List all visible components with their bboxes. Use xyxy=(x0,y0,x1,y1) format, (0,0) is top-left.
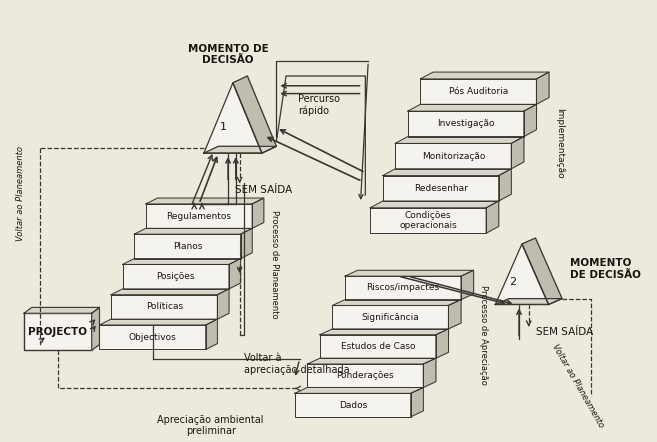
Polygon shape xyxy=(332,300,461,305)
Polygon shape xyxy=(332,305,449,329)
Text: MOMENTO
DE DECISÃO: MOMENTO DE DECISÃO xyxy=(570,259,641,280)
Text: 1: 1 xyxy=(219,122,227,132)
Polygon shape xyxy=(229,259,240,289)
Polygon shape xyxy=(396,137,524,143)
Polygon shape xyxy=(524,104,537,137)
Polygon shape xyxy=(345,276,461,300)
Text: Voltar à
apreciação detalhada: Voltar à apreciação detalhada xyxy=(244,353,350,375)
Polygon shape xyxy=(383,169,511,175)
Text: Significância: Significância xyxy=(361,312,419,322)
Polygon shape xyxy=(217,289,229,319)
Text: Condições
operacionais: Condições operacionais xyxy=(399,211,457,230)
Polygon shape xyxy=(99,325,206,349)
Polygon shape xyxy=(134,234,240,259)
Text: Políticas: Políticas xyxy=(146,302,183,312)
Text: Redesenhar: Redesenhar xyxy=(414,184,468,193)
Polygon shape xyxy=(423,358,436,388)
Polygon shape xyxy=(240,229,252,259)
Polygon shape xyxy=(511,137,524,169)
Text: Riscos/impactes: Riscos/impactes xyxy=(367,283,440,292)
Text: Monitorização: Monitorização xyxy=(422,152,485,160)
Polygon shape xyxy=(123,264,229,289)
Polygon shape xyxy=(495,299,562,305)
Polygon shape xyxy=(295,388,423,393)
Polygon shape xyxy=(307,364,423,388)
Polygon shape xyxy=(233,76,277,153)
Polygon shape xyxy=(370,208,486,233)
Text: Voltar ao Planeamento: Voltar ao Planeamento xyxy=(16,146,25,241)
Polygon shape xyxy=(252,198,264,229)
Bar xyxy=(24,313,92,351)
Text: SEM SAÍDA: SEM SAÍDA xyxy=(235,185,292,195)
Polygon shape xyxy=(320,335,436,358)
Polygon shape xyxy=(295,393,411,417)
Polygon shape xyxy=(24,307,99,313)
Polygon shape xyxy=(420,79,537,104)
Polygon shape xyxy=(92,307,99,351)
Text: SEM SAÍDA: SEM SAÍDA xyxy=(536,327,593,337)
Text: Apreciação ambiental
preliminar: Apreciação ambiental preliminar xyxy=(158,415,264,436)
Polygon shape xyxy=(408,111,524,137)
Polygon shape xyxy=(495,244,549,305)
Polygon shape xyxy=(522,238,562,305)
Polygon shape xyxy=(146,204,252,229)
Text: Posições: Posições xyxy=(156,272,195,281)
Text: Dados: Dados xyxy=(338,400,367,410)
Text: Voltar ao Planeamento: Voltar ao Planeamento xyxy=(551,342,606,429)
Polygon shape xyxy=(449,300,461,329)
Polygon shape xyxy=(99,319,217,325)
Polygon shape xyxy=(345,271,474,276)
Polygon shape xyxy=(123,259,240,264)
Text: Objectivos: Objectivos xyxy=(129,333,177,342)
Text: 2: 2 xyxy=(510,277,516,287)
Polygon shape xyxy=(411,388,423,417)
Polygon shape xyxy=(486,201,499,233)
Polygon shape xyxy=(204,146,277,153)
Text: Ponderações: Ponderações xyxy=(336,371,394,380)
Text: MOMENTO DE
DECISÃO: MOMENTO DE DECISÃO xyxy=(188,44,269,65)
Text: Processo de Apreciação: Processo de Apreciação xyxy=(480,285,488,385)
Polygon shape xyxy=(396,143,511,169)
Polygon shape xyxy=(146,198,264,204)
Text: Investigação: Investigação xyxy=(437,119,495,128)
Text: Planos: Planos xyxy=(173,242,202,251)
Polygon shape xyxy=(111,289,229,295)
Polygon shape xyxy=(436,329,449,358)
Polygon shape xyxy=(370,201,499,208)
Polygon shape xyxy=(307,358,436,364)
Text: Regulamentos: Regulamentos xyxy=(166,212,231,221)
Polygon shape xyxy=(204,83,262,153)
Polygon shape xyxy=(499,169,511,201)
Text: Pós Auditoria: Pós Auditoria xyxy=(449,87,508,96)
Text: Estudos de Caso: Estudos de Caso xyxy=(341,342,415,351)
Polygon shape xyxy=(408,104,537,111)
Text: PROJECTO: PROJECTO xyxy=(28,327,87,337)
Text: Implementação: Implementação xyxy=(555,108,564,179)
Polygon shape xyxy=(537,72,549,104)
Text: Processo de Planeamento: Processo de Planeamento xyxy=(269,210,279,319)
Polygon shape xyxy=(134,229,252,234)
Polygon shape xyxy=(461,271,474,300)
Text: Percurso
rápido: Percurso rápido xyxy=(298,94,340,116)
Polygon shape xyxy=(111,295,217,319)
Polygon shape xyxy=(420,72,549,79)
Polygon shape xyxy=(206,319,217,349)
Polygon shape xyxy=(320,329,449,335)
Polygon shape xyxy=(383,175,499,201)
